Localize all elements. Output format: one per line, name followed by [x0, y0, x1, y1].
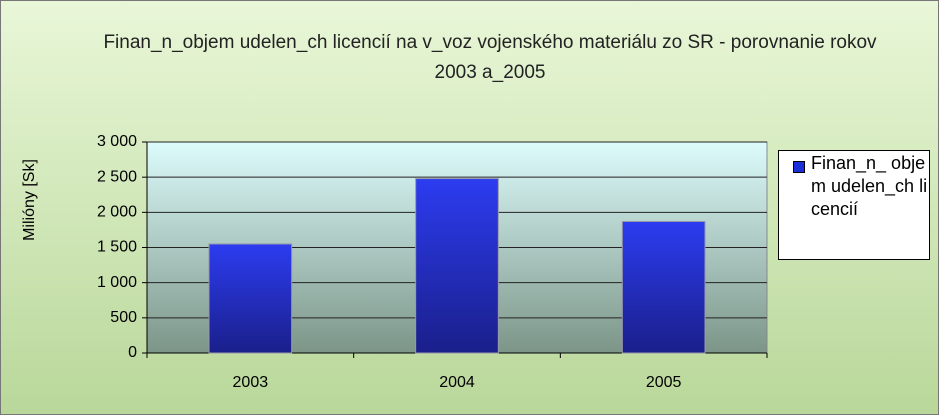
y-tick-label: 3 000: [97, 133, 137, 150]
x-tick-label: 2003: [233, 374, 269, 391]
legend: Finan_n_ objem udelen_ch licencií: [778, 150, 930, 260]
legend-label: Finan_n_ objem udelen_ch licencií: [811, 153, 928, 219]
y-tick-label: 1 500: [97, 239, 137, 256]
legend-swatch: [793, 161, 805, 173]
y-tick-label: 1 000: [97, 274, 137, 291]
y-tick-label: 0: [128, 344, 137, 361]
bar: [415, 178, 499, 354]
y-tick-label: 2 000: [97, 204, 137, 221]
y-tick-label: 500: [110, 309, 137, 326]
y-tick-label: 2 500: [97, 168, 137, 185]
bar: [208, 243, 293, 354]
y-axis-label: Milióny [Sk]: [21, 159, 38, 241]
x-tick-label: 2005: [646, 374, 682, 391]
bar: [621, 220, 706, 354]
chart-title: Finan_n_objem udelen_ch licencií na v_vo…: [103, 32, 877, 83]
x-tick-label: 2004: [439, 374, 475, 391]
